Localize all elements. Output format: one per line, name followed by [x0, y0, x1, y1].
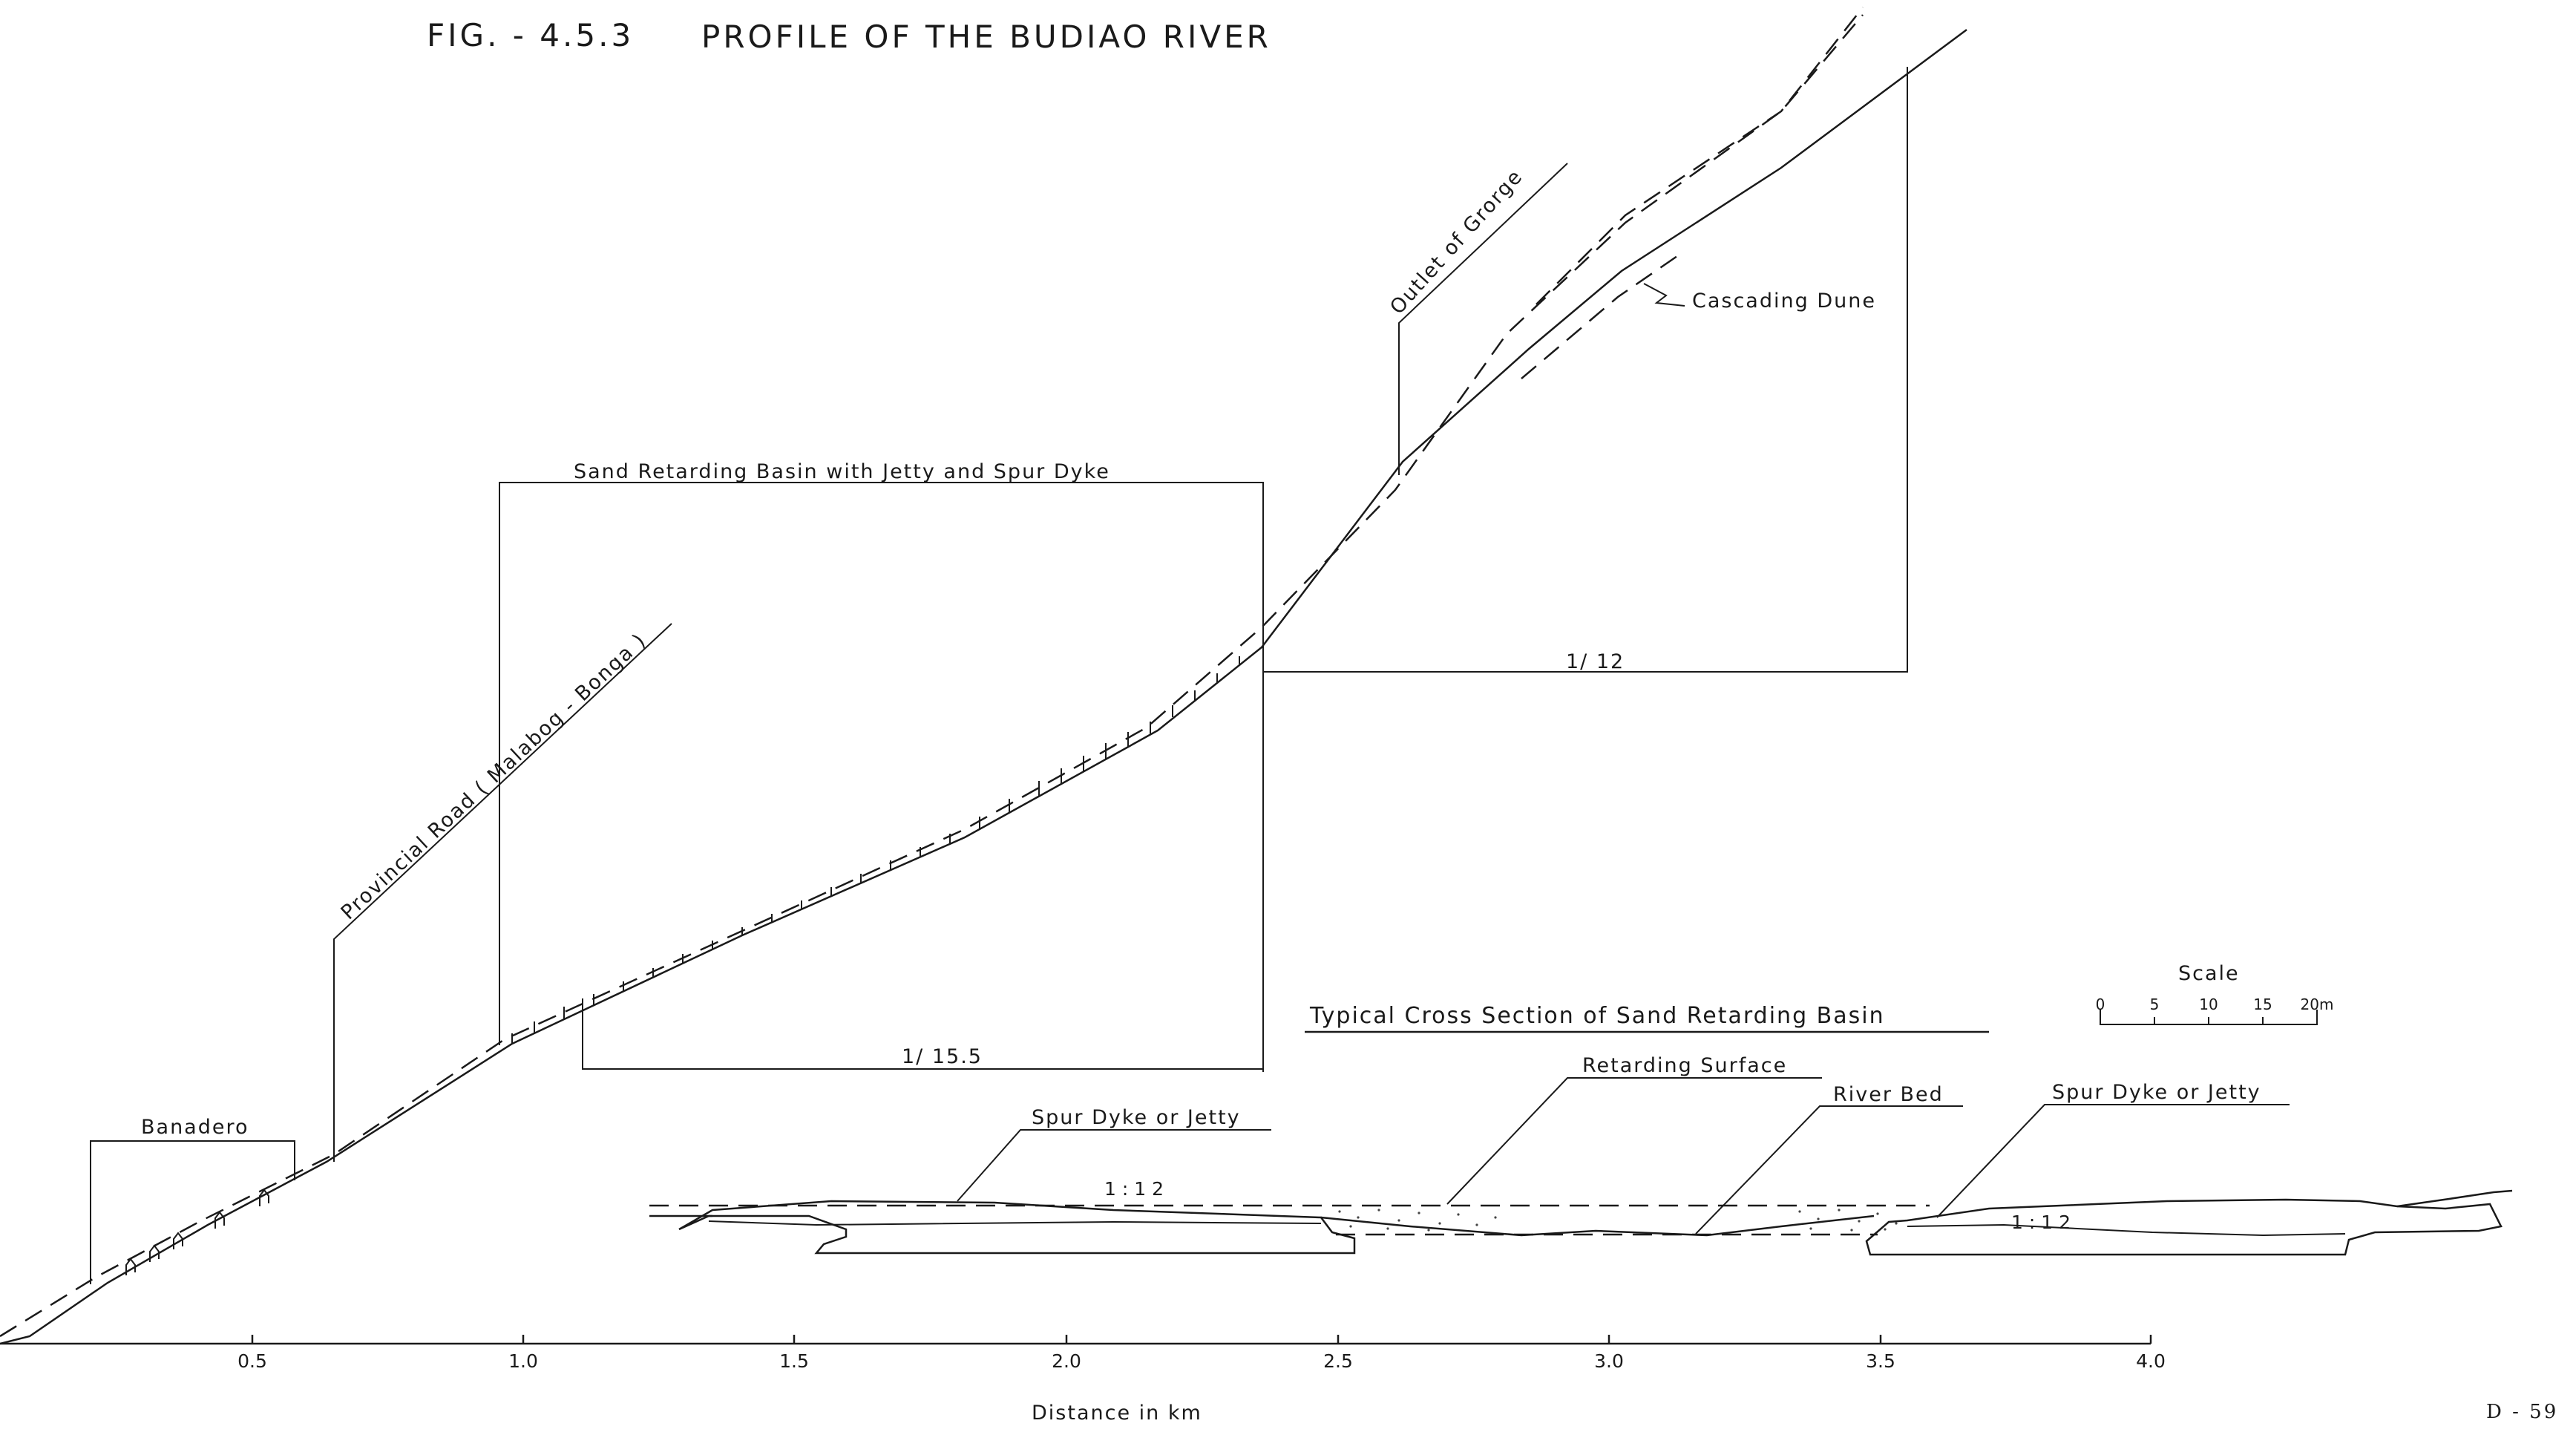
gorge-upper-line	[1536, 7, 1864, 305]
left-spur-dyke	[678, 1200, 1356, 1255]
x-tick-label: 1.5	[779, 1350, 809, 1372]
banadero-label: Banadero	[141, 1116, 249, 1139]
slope-upper-bracket: 1/ 12	[1263, 67, 1908, 673]
figure-title: PROFILE OF THE BUDIAO RIVER	[701, 19, 1271, 55]
x-tick-label: 2.5	[1323, 1350, 1353, 1372]
sand-retarding-basin-label: Sand Retarding Basin with Jetty and Spur…	[574, 460, 1110, 483]
banadero-markers	[125, 1189, 269, 1275]
cross-section: Typical Cross Section of Sand Retarding …	[649, 1003, 2513, 1256]
outlet-of-gorge-label: Outlet of Grorge	[1386, 165, 1527, 318]
spur-dyke-right-leader	[1936, 1104, 2290, 1218]
x-tick-label: 1.0	[508, 1350, 538, 1372]
outlet-of-gorge-callout: Outlet of Grorge	[1386, 163, 1568, 475]
provincial-road-label: Provincial Road ( Malabog - Bonga )	[337, 629, 652, 924]
cascading-dune-label: Cascading Dune	[1692, 290, 1876, 313]
river-bed-leader	[1695, 1105, 1963, 1235]
river-bed-line	[1320, 1214, 1875, 1237]
river-bed-label: River Bed	[1833, 1083, 1944, 1106]
cross-slope-left: 1 : 1 2	[1104, 1178, 1164, 1200]
scale-tick-label: 5	[2150, 995, 2160, 1013]
spur-dyke-left-label: Spur Dyke or Jetty	[1032, 1106, 1241, 1129]
banadero-bracket: Banadero	[90, 1116, 295, 1284]
cross-section-title: Typical Cross Section of Sand Retarding …	[1309, 1003, 1885, 1029]
sand-retarding-basin-bracket: Sand Retarding Basin with Jetty and Spur…	[499, 460, 1264, 1072]
x-tick-label: 3.0	[1594, 1350, 1624, 1372]
x-tick-label: 4.0	[2136, 1350, 2166, 1372]
x-axis-ticks	[251, 1335, 2152, 1344]
x-tick-label: 3.5	[1866, 1350, 1895, 1372]
slope-upper-label: 1/ 12	[1566, 650, 1625, 673]
retarding-surface-leader	[1446, 1077, 1822, 1205]
x-tick-label: 0.5	[237, 1350, 267, 1372]
slope-lower-label: 1/ 15.5	[902, 1045, 983, 1068]
scale-tick-label: 15	[2253, 995, 2272, 1013]
riverbed-line	[0, 28, 1967, 1345]
scale-title: Scale	[2178, 962, 2240, 985]
cross-slope-right: 1 : 1 2	[2011, 1212, 2071, 1233]
right-spur-dyke	[1865, 1198, 2503, 1256]
scale-tick-label: 20m	[2301, 995, 2334, 1013]
page-number: D - 59	[2486, 1401, 2558, 1423]
figure-number: FIG. - 4.5.3	[427, 17, 634, 53]
gorge-lower-line	[1521, 255, 1678, 379]
scale-tick-label: 0	[2096, 995, 2105, 1013]
planned-bed-line	[0, 14, 1864, 1338]
slope-lower-bracket: 1/ 15.5	[582, 998, 1263, 1070]
retarding-surface-label: Retarding Surface	[1582, 1054, 1787, 1077]
x-axis: 0.5 1.0 1.5 2.0 2.5 3.0 3.5 4.0 Distance…	[0, 1335, 2166, 1425]
sand-fill	[1338, 1209, 1898, 1232]
provincial-road-callout: Provincial Road ( Malabog - Bonga )	[333, 623, 672, 1162]
x-tick-label: 2.0	[1052, 1350, 1081, 1372]
x-axis-label: Distance in km	[1032, 1402, 1202, 1425]
spur-dyke-right-label: Spur Dyke or Jetty	[2052, 1081, 2261, 1104]
cascading-dune-callout: Cascading Dune	[1643, 283, 1876, 313]
scale-tick-label: 10	[2199, 995, 2218, 1013]
deposit-hatching	[511, 656, 1240, 1044]
spur-dyke-left-leader	[957, 1129, 1271, 1202]
scale-bar: Scale 0 5 10 15 20m	[2096, 962, 2334, 1025]
river-profile	[0, 7, 1967, 1345]
